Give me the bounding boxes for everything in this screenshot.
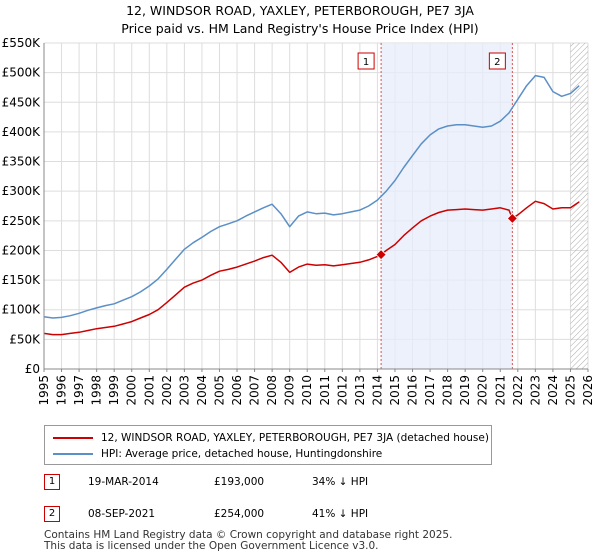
x-tick-label: 2004 [195,375,209,406]
x-tick-label: 2025 [563,375,577,406]
transaction-box-label: 1 [363,57,369,68]
transaction-price: £193,000 [214,476,265,488]
title-line-1: 12, WINDSOR ROAD, YAXLEY, PETERBOROUGH, … [126,3,474,18]
y-tick-label: £200K [2,243,42,257]
x-tick-label: 2012 [335,375,349,406]
x-tick-label: 2001 [142,375,156,406]
x-tick-label: 2024 [546,375,560,406]
x-tick-label: 1995 [37,375,51,406]
series-lines [43,74,580,336]
footer-line-2: This data is licensed under the Open Gov… [44,540,379,552]
y-tick-label: £400K [2,125,42,139]
transaction-box-label: 2 [494,57,500,68]
highlight-region [380,43,588,369]
transaction-number: 1 [44,474,60,490]
x-tick-label: 2003 [177,375,191,406]
x-tick-label: 2006 [230,375,244,406]
x-tick-label: 2026 [581,375,595,406]
shaded-period [381,43,513,369]
x-tick-label: 2002 [160,375,174,406]
table-row: 2 08-SEP-2021 £254,000 41% ↓ HPI [44,506,544,524]
transaction-date: 19-MAR-2014 [88,476,159,488]
transaction-box [357,52,375,70]
x-tick-label: 2023 [528,375,542,406]
footer: Contains HM Land Registry data © Crown c… [44,530,452,552]
y-tick-label: £50K [9,332,41,346]
legend-label-hpi: HPI: Average price, detached house, Hunt… [101,448,383,460]
y-tick-label: £350K [2,155,42,169]
legend-swatch-blue [53,453,93,455]
y-tick-label: £500K [2,66,42,80]
x-tick-label: 2014 [370,375,384,406]
x-tick-label: 2000 [125,375,139,406]
x-tick-label: 1998 [90,375,104,406]
x-tick-label: 2022 [511,375,525,406]
transaction-marker [506,212,518,225]
x-tick-label: 2021 [493,375,507,406]
price-line [43,200,580,336]
y-tick-label: £100K [2,303,42,317]
x-tick-label: 1997 [72,375,86,406]
y-tick-label: £0 [25,362,40,376]
x-tick-label: 2010 [300,375,314,406]
x-tick-label: 2008 [265,375,279,406]
y-tick-label: £300K [2,184,42,198]
chart-title: 12, WINDSOR ROAD, YAXLEY, PETERBOROUGH, … [0,2,600,38]
transaction-price: £254,000 [214,508,265,520]
forecast-hatch [570,43,588,369]
transaction-box [488,52,506,70]
x-tick-label: 2016 [406,375,420,406]
table-row: 1 19-MAR-2014 £193,000 34% ↓ HPI [44,474,544,492]
legend-label-property: 12, WINDSOR ROAD, YAXLEY, PETERBOROUGH, … [101,432,489,444]
y-tick-label: £550K [2,36,42,50]
legend-item-property: 12, WINDSOR ROAD, YAXLEY, PETERBOROUGH, … [53,431,489,445]
transaction-hpi-diff: 34% ↓ HPI [312,476,369,488]
x-tick-label: 2015 [388,375,402,406]
title-line-2: Price paid vs. HM Land Registry's House … [121,21,479,36]
x-tick-label: 2007 [248,375,262,406]
x-tick-label: 2005 [212,375,226,406]
x-tick-label: 2019 [458,375,472,406]
transaction-date: 08-SEP-2021 [88,508,156,520]
y-tick-label: £250K [2,214,42,228]
axes: £0 £50K £100K £150K £200K £250K £300K £350K £400… [2,36,595,406]
x-tick-label: 2009 [283,375,297,406]
x-tick-label: 1996 [55,375,69,406]
legend-swatch-red [53,437,93,439]
legend-item-hpi: HPI: Average price, detached house, Hunt… [53,447,382,461]
x-tick-label: 2020 [476,375,490,406]
transaction-number: 2 [44,506,60,522]
y-tick-label: £150K [2,273,42,287]
x-tick-label: 2011 [318,375,332,406]
y-tick-label: £450K [2,95,42,109]
legend: 12, WINDSOR ROAD, YAXLEY, PETERBOROUGH, … [44,425,492,465]
x-tick-label: 2017 [423,375,437,406]
transaction-hpi-diff: 41% ↓ HPI [312,508,369,520]
transaction-marker [375,249,387,261]
x-tick-label: 1999 [107,375,121,406]
footer-line-1: Contains HM Land Registry data © Crown c… [44,529,453,541]
x-tick-label: 2013 [353,375,367,406]
hpi-line [43,74,580,319]
x-tick-label: 2018 [441,375,455,406]
